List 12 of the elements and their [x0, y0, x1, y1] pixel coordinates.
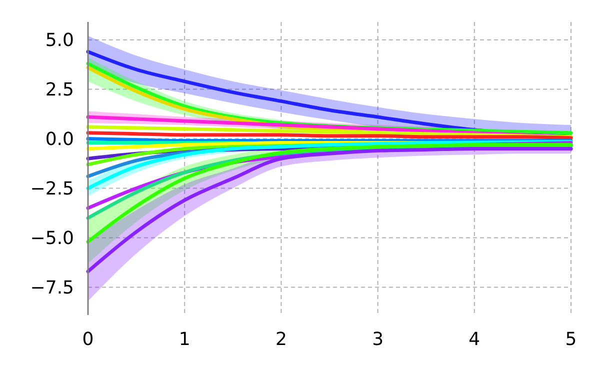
x-tick-label: 2 [275, 329, 287, 350]
y-tick-label: 5.0 [45, 30, 74, 52]
y-tick-label: 2.5 [45, 80, 74, 101]
y-tick-label: 0.0 [45, 129, 74, 150]
y-tick-label: −5.0 [30, 228, 74, 250]
x-tick-label: 4 [468, 329, 480, 350]
y-tick-label: −2.5 [30, 178, 74, 200]
y-tick-label: −7.5 [30, 278, 74, 299]
x-tick-label: 5 [565, 329, 577, 350]
x-tick-label: 3 [372, 329, 384, 350]
x-tick-label: 1 [178, 329, 190, 350]
x-tick-label: 0 [82, 329, 94, 350]
